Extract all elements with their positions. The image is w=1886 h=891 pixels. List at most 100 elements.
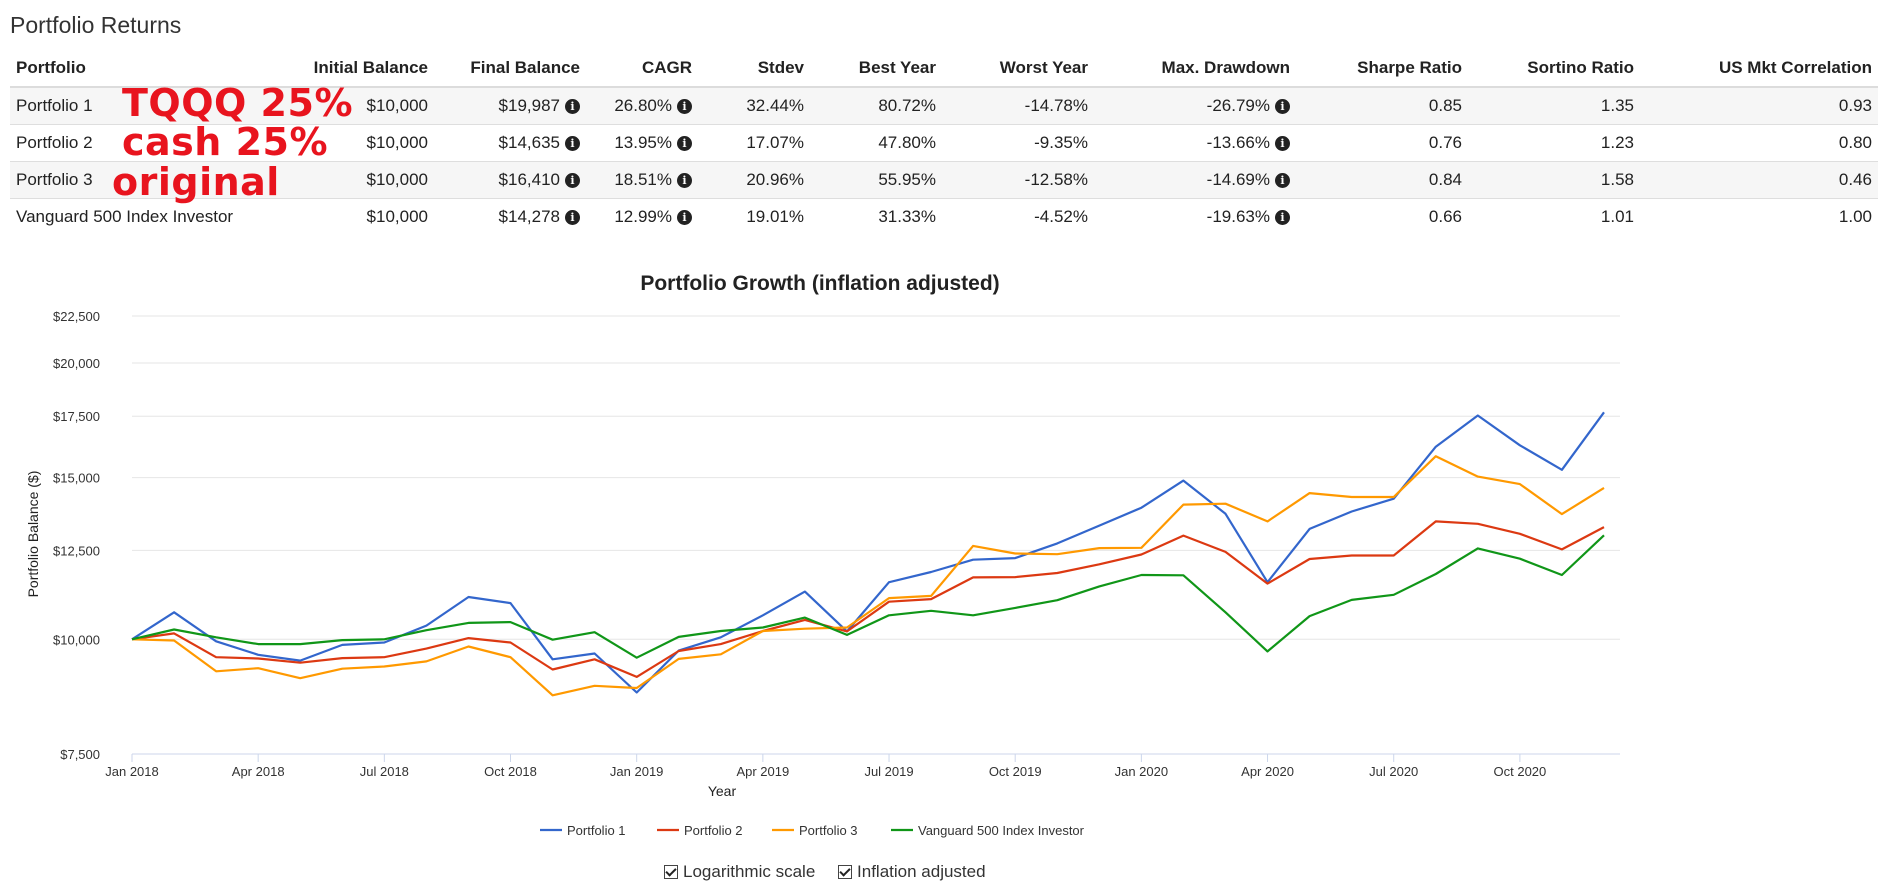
portfolio-name: Portfolio 2 [10, 124, 282, 162]
section-title: Portfolio Returns [10, 12, 182, 38]
inflation-adjusted-checkbox[interactable] [838, 865, 853, 879]
col-cagr: CAGR [586, 50, 698, 88]
col-max-drawdown: Max. Drawdown [1094, 50, 1296, 88]
annotation-cash: cash 25% [122, 120, 329, 164]
max-drawdown-cell: -13.66% i [1094, 124, 1296, 162]
annotation-original: original [112, 160, 280, 204]
log-scale-label: Logarithmic scale [683, 862, 816, 881]
table-row: Portfolio 3 $10,000 $16,410 i 18.51% i 20.… [10, 161, 1878, 199]
info-icon[interactable]: i [1275, 99, 1290, 114]
table-row: Portfolio 1 $10,000 $19,987 i 26.80% i 32.… [10, 87, 1878, 125]
x-tick-label: Apr 2020 [1241, 764, 1294, 779]
cagr-cell: 13.95% i [586, 124, 698, 162]
cagr: 13.95% [614, 133, 672, 152]
final-balance-cell: $16,410 i [434, 161, 586, 199]
us-mkt-correlation: 0.93 [1640, 87, 1878, 125]
y-tick-label: $10,000 [53, 632, 100, 647]
info-icon[interactable]: i [1275, 136, 1290, 151]
info-icon[interactable]: i [677, 99, 692, 114]
chart-options: Logarithmic scale Inflation adjusted [664, 862, 1004, 884]
legend-item[interactable]: Vanguard 500 Index Investor [918, 823, 1085, 838]
series-line-portfolio-2[interactable] [131, 520, 1605, 678]
info-icon[interactable]: i [1275, 210, 1290, 225]
cagr: 12.99% [614, 207, 672, 226]
portfolio-name: Portfolio 3 [10, 161, 282, 199]
series-line-vanguard-500-index-investor[interactable] [131, 534, 1605, 659]
table-header-row: Portfolio Initial Balance Final Balance … [10, 50, 1878, 88]
cagr: 26.80% [614, 96, 672, 115]
final-balance: $16,410 [498, 170, 560, 189]
portfolio-name: Portfolio 1 [10, 87, 282, 125]
sortino-ratio: 1.58 [1468, 161, 1640, 199]
sortino-ratio: 1.35 [1468, 87, 1640, 125]
series-line-portfolio-1[interactable] [131, 411, 1605, 694]
portfolio-name: Vanguard 500 Index Investor [16, 207, 234, 226]
info-icon[interactable]: i [565, 136, 580, 151]
initial-balance: $10,000 [282, 87, 434, 125]
final-balance-cell: $19,987 i [434, 87, 586, 125]
col-us-mkt-correlation: US Mkt Correlation [1640, 50, 1878, 88]
inflation-adjusted-label: Inflation adjusted [857, 862, 986, 881]
col-initial-balance: Initial Balance [282, 50, 434, 88]
chart-grid [132, 315, 1620, 755]
series-line-portfolio-3[interactable] [131, 455, 1605, 697]
cagr-cell: 26.80% i [586, 87, 698, 125]
inflation-adjusted-option[interactable]: Inflation adjusted [838, 862, 986, 882]
y-tick-label: $20,000 [53, 356, 100, 371]
us-mkt-correlation: 0.80 [1640, 124, 1878, 162]
cagr-cell: 18.51% i [586, 161, 698, 199]
sortino-ratio: 1.01 [1600, 207, 1634, 226]
col-portfolio: Portfolio [10, 50, 282, 88]
col-best-year: Best Year [810, 50, 942, 88]
x-tick-label: Jan 2020 [1115, 764, 1169, 779]
y-axis-ticks: $7,500 $10,000 $12,500 $15,000 $17,500 $20,00… [53, 309, 100, 762]
initial-balance: $10,000 [366, 207, 428, 226]
info-icon[interactable]: i [565, 210, 580, 225]
chart-title: Portfolio Growth (inflation adjusted) [640, 272, 999, 295]
info-icon[interactable]: i [565, 173, 580, 188]
table-row: Vanguard 500 Index Investor $10,000 $14,… [10, 199, 1878, 236]
annotation-tqqq: TQQQ 25% [122, 81, 354, 125]
final-balance: $14,635 [498, 133, 560, 152]
chart-series [131, 411, 1605, 697]
best-year: 47.80% [810, 124, 942, 162]
info-icon[interactable]: i [1275, 173, 1290, 188]
us-mkt-correlation: 0.46 [1640, 161, 1878, 199]
x-tick-label: Jan 2019 [610, 764, 664, 779]
best-year: 80.72% [810, 87, 942, 125]
log-scale-checkbox[interactable] [664, 865, 678, 879]
best-year: 55.95% [810, 161, 942, 199]
y-tick-label: $12,500 [53, 543, 100, 558]
info-icon[interactable]: i [677, 210, 692, 225]
best-year: 31.33% [878, 207, 936, 226]
stdev: 17.07% [698, 124, 810, 162]
legend-item[interactable]: Portfolio 2 [684, 823, 743, 838]
worst-year: -9.35% [942, 124, 1094, 162]
col-sharpe-ratio: Sharpe Ratio [1296, 50, 1468, 88]
info-icon[interactable]: i [677, 136, 692, 151]
log-scale-option[interactable]: Logarithmic scale [664, 862, 815, 882]
x-tick-label: Jul 2020 [1369, 764, 1418, 779]
info-icon[interactable]: i [565, 99, 580, 114]
x-axis-label: Year [708, 783, 737, 799]
col-stdev: Stdev [698, 50, 810, 88]
max-drawdown-cell: -26.79% i [1094, 87, 1296, 125]
worst-year: -14.78% [942, 87, 1094, 125]
col-worst-year: Worst Year [942, 50, 1094, 88]
final-balance-cell: $14,278 i [434, 199, 586, 236]
info-icon[interactable]: i [677, 173, 692, 188]
initial-balance: $10,000 [282, 161, 434, 199]
legend-item[interactable]: Portfolio 3 [799, 823, 858, 838]
x-tick-label: Jul 2019 [864, 764, 913, 779]
stdev: 20.96% [698, 161, 810, 199]
max-drawdown-cell: -19.63% i [1094, 199, 1296, 236]
col-final-balance: Final Balance [434, 50, 586, 88]
col-sortino-ratio: Sortino Ratio [1468, 50, 1640, 88]
cagr-cell: 12.99% i [586, 199, 698, 236]
worst-year: -4.52% [1034, 207, 1088, 226]
sharpe-ratio: 0.66 [1428, 207, 1462, 226]
sortino-ratio: 1.23 [1468, 124, 1640, 162]
max-drawdown: -26.79% [1206, 96, 1270, 115]
legend-item[interactable]: Portfolio 1 [567, 823, 626, 838]
final-balance: $19,987 [498, 96, 560, 115]
